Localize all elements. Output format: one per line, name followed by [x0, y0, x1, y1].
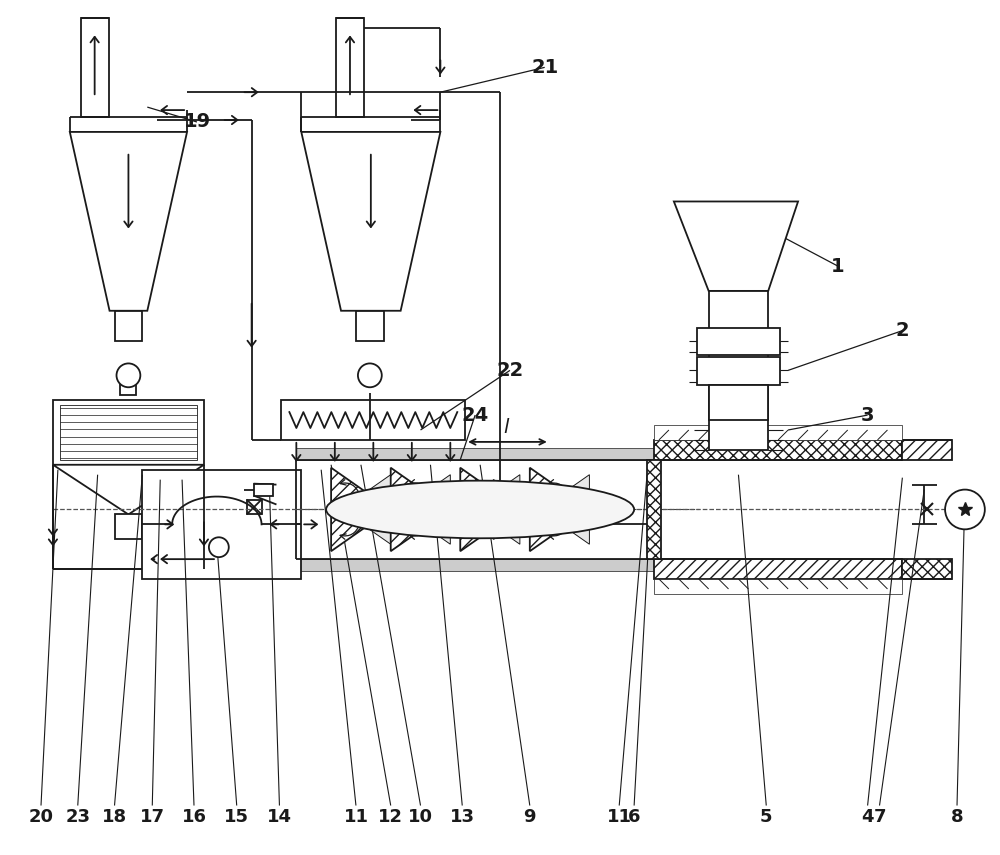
Polygon shape [331, 468, 391, 551]
Polygon shape [530, 468, 589, 551]
Text: 20: 20 [29, 809, 54, 827]
Text: 2: 2 [896, 321, 909, 340]
Text: 8: 8 [951, 809, 963, 827]
Circle shape [117, 363, 140, 387]
Polygon shape [470, 475, 520, 545]
Text: 11: 11 [343, 809, 368, 827]
Polygon shape [674, 202, 798, 291]
Text: 23: 23 [65, 809, 90, 827]
Text: 11: 11 [607, 809, 632, 827]
Text: 7: 7 [873, 809, 886, 827]
Text: 10: 10 [408, 809, 433, 827]
Bar [709, 291, 768, 450]
Text: 6: 6 [628, 809, 640, 827]
Polygon shape [460, 468, 520, 551]
Bar [654, 559, 902, 579]
Ellipse shape [326, 481, 634, 539]
Bar [296, 559, 659, 571]
Text: 4: 4 [861, 809, 874, 827]
Circle shape [358, 363, 382, 387]
Bar [115, 310, 142, 340]
Bar [254, 484, 273, 496]
Bar [654, 425, 902, 440]
Text: 16: 16 [182, 809, 207, 827]
Bar [60, 405, 197, 460]
Text: 15: 15 [224, 809, 249, 827]
Bar [247, 499, 262, 515]
Text: 9: 9 [524, 809, 536, 827]
Bar [296, 448, 659, 460]
Circle shape [945, 490, 985, 529]
Polygon shape [401, 475, 450, 545]
Bar [356, 310, 384, 340]
Text: $l$: $l$ [503, 417, 511, 437]
Bar [697, 327, 780, 356]
Polygon shape [391, 468, 450, 551]
Bar [647, 460, 661, 559]
Bar [120, 377, 136, 395]
Text: 22: 22 [496, 361, 524, 380]
Text: 17: 17 [140, 809, 165, 827]
Text: 21: 21 [531, 58, 558, 77]
Text: 18: 18 [102, 809, 127, 827]
Polygon shape [301, 132, 440, 310]
Text: 24: 24 [462, 405, 489, 425]
Bar [336, 18, 364, 117]
Bar [53, 400, 204, 465]
Bar [902, 559, 952, 579]
Polygon shape [70, 132, 187, 310]
Bar [281, 400, 465, 440]
Bar [902, 440, 952, 460]
Text: 12: 12 [378, 809, 403, 827]
Polygon shape [53, 465, 204, 515]
Bar [142, 469, 301, 579]
Bar [709, 386, 768, 420]
Text: 5: 5 [760, 809, 773, 827]
Text: 13: 13 [450, 809, 475, 827]
Text: 19: 19 [183, 113, 211, 132]
Text: 14: 14 [267, 809, 292, 827]
Bar [115, 515, 142, 540]
Bar [697, 357, 780, 386]
Circle shape [209, 537, 229, 557]
Bar [654, 440, 902, 460]
Polygon shape [341, 475, 391, 545]
Bar [654, 579, 902, 594]
Text: 1: 1 [831, 256, 845, 275]
Polygon shape [540, 475, 589, 545]
Bar [81, 18, 109, 117]
Text: 3: 3 [861, 405, 874, 425]
